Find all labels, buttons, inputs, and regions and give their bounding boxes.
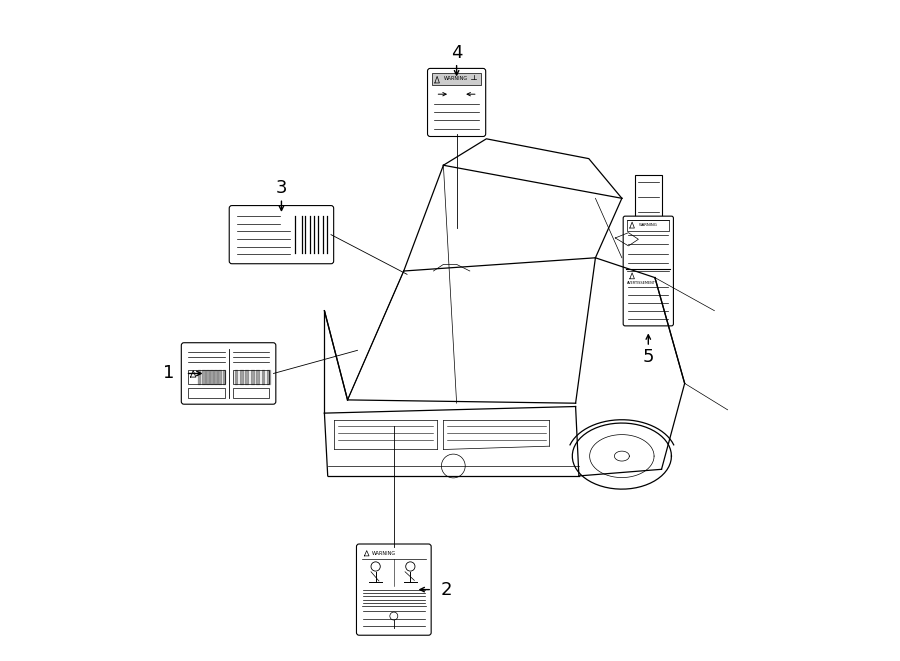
Text: 2: 2 [441,580,453,599]
Text: WARNING: WARNING [444,77,467,81]
Bar [627,220,670,231]
Bar [232,388,269,398]
Text: 4: 4 [451,44,463,62]
FancyBboxPatch shape [230,206,334,264]
Bar [188,369,225,384]
Text: 3: 3 [275,179,287,198]
Text: 5: 5 [643,348,654,366]
FancyBboxPatch shape [356,544,431,635]
FancyBboxPatch shape [181,342,275,404]
Text: 1: 1 [164,364,175,383]
Bar [232,369,269,384]
Text: WARNING: WARNING [638,223,657,227]
Bar [432,73,482,85]
FancyBboxPatch shape [428,68,486,136]
Text: WARNING: WARNING [373,551,397,557]
Bar [188,388,225,398]
Text: AVERTISSEMENT: AVERTISSEMENT [627,282,656,286]
FancyBboxPatch shape [623,216,673,326]
Bar [635,175,662,218]
